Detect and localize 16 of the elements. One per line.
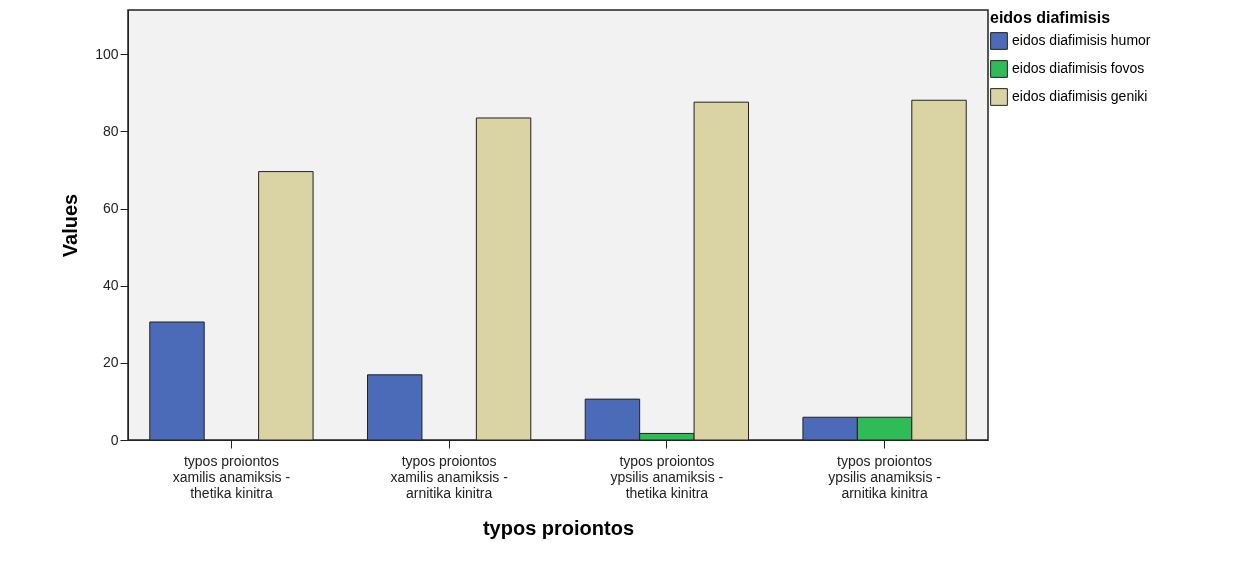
x-tick-label: typos proiontos ypsilis anamiksis - thetika kinitra	[610, 452, 724, 501]
x-axis-title: typos proiontos	[482, 516, 635, 539]
y-tick-label: 100	[95, 45, 119, 62]
y-tick-label: 20	[102, 354, 119, 371]
x-tick-label: typos proiontos ypsilis anamiksis - arnitika kinitra	[828, 452, 942, 501]
x-tick-label: typos proiontos xamilis anamiksis - arnitika kinitra	[390, 452, 509, 501]
y-tick-label: 80	[102, 122, 119, 139]
x-tick-label: typos proiontos xamilis anamiksis - thetika kinitra	[172, 452, 291, 501]
legend-label: eidos diafimisis fovos	[1012, 60, 1145, 76]
y-axis-title: Values	[59, 193, 82, 258]
y-tick-label: 60	[102, 200, 119, 217]
legend-label: eidos diafimisis humor	[1012, 32, 1151, 48]
y-tick-label: 40	[102, 277, 119, 294]
legend-title: eidos diafimisis	[990, 9, 1111, 26]
legend-label: eidos diafimisis geniki	[1012, 88, 1148, 104]
y-tick-label: 0	[110, 431, 119, 448]
